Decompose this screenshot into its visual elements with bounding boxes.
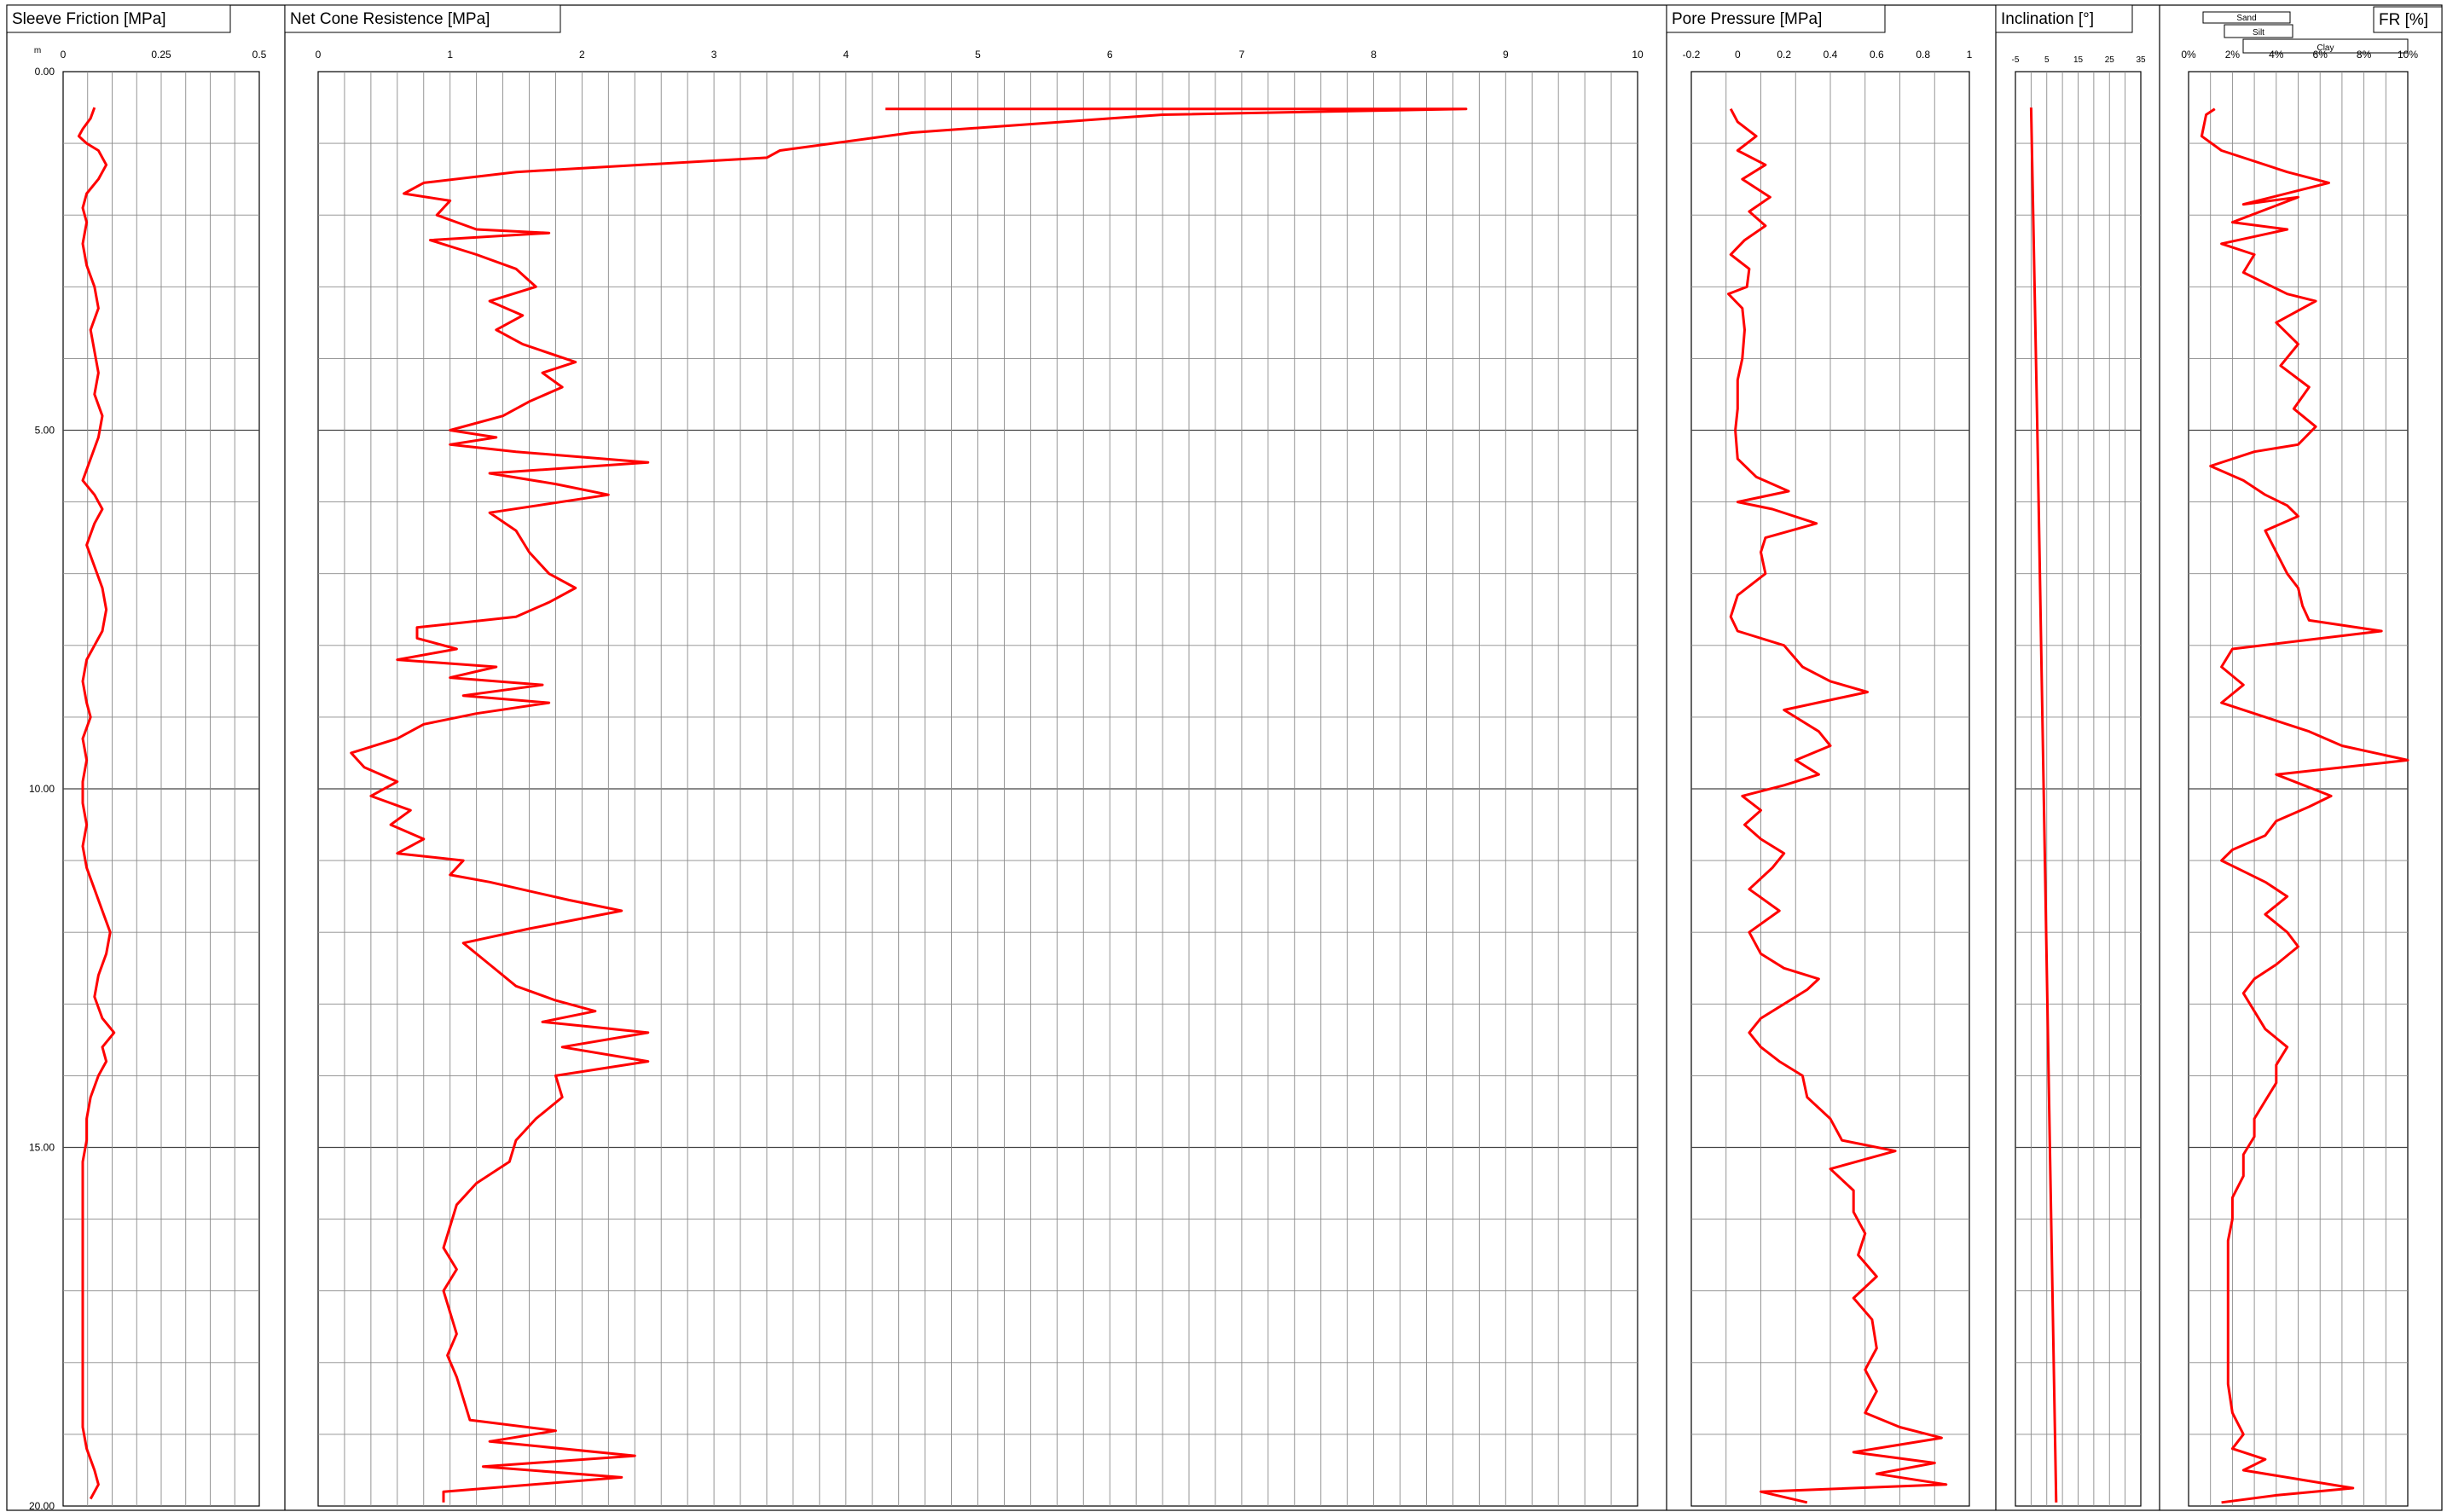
panel-4: Inclination [°] -5 5 15 25 35 bbox=[1995, 4, 2146, 1507]
x-tick-label: 1 bbox=[1967, 49, 1973, 61]
x-tick-label: 9 bbox=[1503, 49, 1509, 61]
x-tick-label: 0 bbox=[61, 49, 67, 61]
panel-3: Pore Pressure [MPa] -0.2 0 0.2 0.4 0.6 0.8 1 bbox=[1666, 4, 1973, 1507]
x-tick-label: -5 bbox=[2012, 55, 2020, 65]
x-tick-label: 0 bbox=[1735, 49, 1741, 61]
depth-tick-label: 15.00 bbox=[29, 1142, 55, 1154]
title-box bbox=[6, 4, 231, 33]
series-line bbox=[77, 107, 116, 1500]
series-line bbox=[2029, 107, 2058, 1503]
x-tick-label: 7 bbox=[1239, 49, 1245, 61]
series-line bbox=[2200, 107, 2409, 1504]
x-tick-label: 35 bbox=[2136, 55, 2146, 65]
x-tick-label: 0 bbox=[316, 49, 322, 61]
x-tick-label: 10% bbox=[2398, 49, 2418, 61]
panel-5: FR [%] Sand Silt Clay 0% 2% 4% 6% 8% 10% bbox=[2181, 6, 2443, 1507]
x-tick-label: 15 bbox=[2073, 55, 2084, 65]
soil-band-label: Silt bbox=[2253, 28, 2264, 38]
depth-tick-label: 5.00 bbox=[35, 425, 55, 437]
soil-band-box bbox=[2242, 38, 2409, 54]
series-line bbox=[350, 107, 1468, 1503]
x-tick-label: 5 bbox=[975, 49, 981, 61]
x-tick-label: -0.2 bbox=[1683, 49, 1701, 61]
x-tick-label: 0% bbox=[2181, 49, 2196, 61]
x-tick-label: 0.4 bbox=[1824, 49, 1838, 61]
soil-band-label: Sand bbox=[2236, 14, 2256, 23]
x-tick-label: 6% bbox=[2313, 49, 2328, 61]
depth-tick-label: 20.00 bbox=[29, 1500, 55, 1512]
x-tick-label: 0.2 bbox=[1777, 49, 1791, 61]
x-tick-label: 0.6 bbox=[1870, 49, 1884, 61]
panel-2: Net Cone Resistence [MPa] 0 1 2 3 4 5 6 7 8 9 10 bbox=[284, 4, 1644, 1507]
series-line bbox=[1727, 107, 1948, 1504]
x-tick-label: 2% bbox=[2225, 49, 2241, 61]
x-tick-label: 5 bbox=[2044, 55, 2050, 65]
outer-frame bbox=[6, 4, 2443, 1511]
panel-title: Inclination [°] bbox=[2001, 10, 2094, 28]
title-box bbox=[2373, 6, 2443, 33]
panel-title: Pore Pressure [MPa] bbox=[1672, 10, 1822, 28]
depth-unit-label: m bbox=[34, 46, 41, 55]
depth-tick-label: 10.00 bbox=[29, 783, 55, 795]
panel-title: Net Cone Resistence [MPa] bbox=[290, 10, 490, 28]
x-tick-label: 10 bbox=[1632, 49, 1644, 61]
x-tick-label: 4% bbox=[2269, 49, 2284, 61]
x-tick-label: 8 bbox=[1371, 49, 1377, 61]
x-tick-label: 0.8 bbox=[1916, 49, 1930, 61]
depth-tick-label: 0.00 bbox=[35, 66, 55, 78]
x-tick-label: 4 bbox=[843, 49, 849, 61]
x-tick-label: 2 bbox=[579, 49, 585, 61]
x-tick-label: 0.25 bbox=[151, 49, 171, 61]
x-tick-label: 8% bbox=[2357, 49, 2372, 61]
x-tick-label: 0.5 bbox=[252, 49, 267, 61]
panel-title: FR [%] bbox=[2379, 11, 2428, 29]
x-tick-label: 6 bbox=[1107, 49, 1113, 61]
panel-1: Sleeve Friction [MPa] 0 0.25 0.5 bbox=[6, 4, 267, 1507]
x-tick-label: 1 bbox=[447, 49, 453, 61]
panel-title: Sleeve Friction [MPa] bbox=[12, 10, 166, 28]
soil-band-label: Clay bbox=[2317, 43, 2334, 53]
soil-band-box bbox=[2202, 11, 2291, 24]
title-box bbox=[284, 4, 561, 33]
soil-band-box bbox=[2224, 24, 2293, 38]
x-tick-label: 25 bbox=[2105, 55, 2115, 65]
title-box bbox=[1666, 4, 1886, 33]
title-box bbox=[1995, 4, 2133, 33]
x-tick-label: 3 bbox=[711, 49, 717, 61]
